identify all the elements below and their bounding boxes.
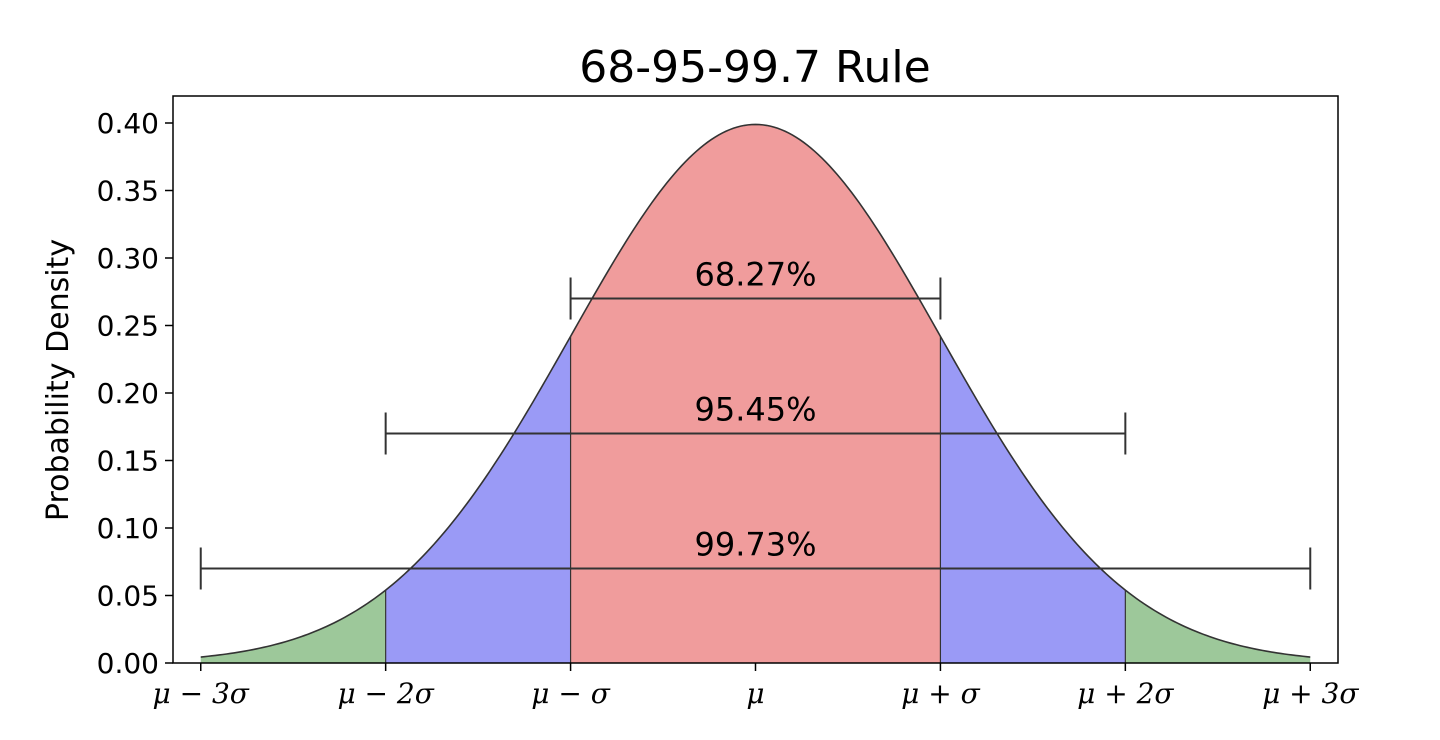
interval-marker-0: 68.27% <box>569 256 942 320</box>
region-2 <box>570 124 941 664</box>
interval-marker-2: 99.73% <box>199 526 1312 590</box>
region-4 <box>1125 590 1311 663</box>
region-1 <box>385 336 571 663</box>
y-axis-label: Probability Density <box>41 239 76 521</box>
shaded-regions <box>200 124 1311 664</box>
y-tick-label: 0.10 <box>97 512 159 545</box>
x-tick-label: μ − σ <box>531 677 610 710</box>
density-curve-layer <box>200 123 1311 658</box>
axes: 0.00 0.05 0.10 0.15 0.20 0.25 0.30 0.35 0.40 μ − … <box>97 95 1359 710</box>
x-tick-label: μ + 2σ <box>1077 677 1174 710</box>
x-tick-label: μ − 2σ <box>337 677 434 710</box>
y-tick-label: 0.25 <box>97 310 159 343</box>
y-tick-label: 0.40 <box>97 107 159 140</box>
chart-title: 68-95-99.7 Rule <box>579 42 930 93</box>
x-tick-label: μ + σ <box>901 677 980 710</box>
density-curve <box>200 123 1311 658</box>
y-tick-label: 0.15 <box>97 445 159 478</box>
x-tick-label: μ <box>746 677 764 710</box>
y-tick-label: 0.35 <box>97 175 159 208</box>
interval-label: 99.73% <box>694 526 816 564</box>
y-tick-label: 0.30 <box>97 242 159 275</box>
interval-marker-1: 95.45% <box>384 391 1127 455</box>
interval-markers: 68.27% 95.45% 99.73% <box>199 256 1312 590</box>
interval-label: 95.45% <box>694 391 816 429</box>
x-tick-label: μ − 3σ <box>153 677 250 710</box>
y-tick-label: 0.05 <box>97 580 159 613</box>
y-tick-label: 0.20 <box>97 377 159 410</box>
x-tick-label: μ + 3σ <box>1262 677 1359 710</box>
interval-label: 68.27% <box>694 256 816 294</box>
y-tick-label: 0.00 <box>97 647 159 680</box>
region-3 <box>940 336 1126 663</box>
region-0 <box>200 590 386 663</box>
